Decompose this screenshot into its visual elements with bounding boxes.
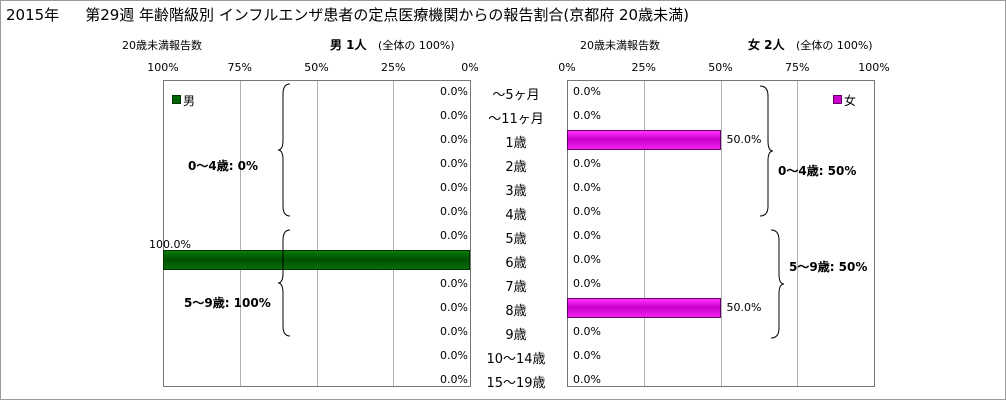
male-value-label: 0.0% (440, 301, 468, 314)
left-tick-label: 0% (461, 61, 479, 74)
legend-female: 女 (833, 92, 856, 109)
female-value-label: 0.0% (573, 349, 601, 362)
male-value-label: 0.0% (440, 205, 468, 218)
left-group-0-4: 0〜4歳: 0% (188, 159, 259, 173)
title-text: 第29週 年齢階級別 インフルエンザ患者の定点医療機関からの報告割合(京都府 2… (85, 6, 689, 24)
female-value-label: 0.0% (573, 157, 601, 170)
category-label: 10〜14歳 (486, 352, 546, 367)
female-value-label: 0.0% (573, 205, 601, 218)
female-value-label: 50.0% (726, 133, 762, 146)
female-value-label: 50.0% (726, 301, 762, 314)
right-group-0-4: 0〜4歳: 50% (778, 164, 857, 178)
category-label: 15〜19歳 (486, 376, 546, 391)
category-label: 8歳 (505, 304, 527, 319)
left-tick-label: 100% (147, 61, 179, 74)
female-value-label: 0.0% (573, 229, 601, 242)
right-tick-label: 50% (708, 61, 733, 74)
left-gridline (393, 81, 395, 386)
left-tick-label: 50% (304, 61, 329, 74)
legend-male: 男 (172, 92, 195, 109)
right-tick-label: 25% (631, 61, 656, 74)
male-value-label: 0.0% (440, 349, 468, 362)
right-header-note: (全体の 100%) (796, 39, 873, 52)
right-brace-5-9 (770, 229, 785, 339)
right-gridline (720, 81, 722, 386)
title-year: 2015年 (6, 6, 60, 24)
legend-male-swatch (172, 95, 181, 104)
left-panel-header: 男 1人 (全体の 100%) (330, 36, 455, 53)
female-value-label: 0.0% (573, 373, 601, 386)
female-value-label: 0.0% (573, 85, 601, 98)
male-value-label: 0.0% (440, 109, 468, 122)
male-bar (163, 250, 470, 270)
right-plot-area (567, 80, 875, 387)
female-value-label: 0.0% (573, 277, 601, 290)
right-gridline (643, 81, 645, 386)
left-tick-label: 75% (227, 61, 252, 74)
category-label: 9歳 (505, 328, 527, 343)
left-brace-5-9 (277, 229, 291, 337)
left-plot-area (163, 80, 471, 387)
category-label: 4歳 (505, 208, 527, 223)
male-value-label: 100.0% (149, 238, 191, 251)
female-value-label: 0.0% (573, 253, 601, 266)
legend-female-label: 女 (844, 94, 857, 108)
right-brace-0-4 (759, 85, 774, 217)
left-brace-0-4 (277, 83, 291, 217)
chart-title: 2015年 第29週 年齢階級別 インフルエンザ患者の定点医療機関からの報告割合(… (6, 4, 689, 25)
female-bar (567, 298, 721, 318)
female-bar (567, 130, 721, 150)
male-value-label: 0.0% (440, 157, 468, 170)
category-label: 6歳 (505, 256, 527, 271)
left-group-5-9: 5〜9歳: 100% (184, 296, 271, 310)
right-tick-label: 0% (558, 61, 576, 74)
female-value-label: 0.0% (573, 181, 601, 194)
left-header-note: (全体の 100%) (378, 39, 455, 52)
category-label: 3歳 (505, 184, 527, 199)
left-tick-label: 25% (381, 61, 406, 74)
right-gridline (797, 81, 799, 386)
male-value-label: 0.0% (440, 229, 468, 242)
male-value-label: 0.0% (440, 277, 468, 290)
male-value-label: 0.0% (440, 181, 468, 194)
male-value-label: 0.0% (440, 325, 468, 338)
right-count-label: 20歳未満報告数 (580, 39, 660, 52)
right-tick-label: 75% (785, 61, 810, 74)
male-value-label: 0.0% (440, 133, 468, 146)
right-group-5-9: 5〜9歳: 50% (789, 260, 868, 274)
left-gridline (316, 81, 318, 386)
category-label: 1歳 (505, 136, 527, 151)
legend-male-label: 男 (183, 94, 196, 108)
right-header-text: 女 2人 (748, 38, 785, 52)
legend-female-swatch (833, 95, 842, 104)
category-label: 〜5ヶ月 (492, 88, 540, 103)
category-label: 2歳 (505, 160, 527, 175)
left-count-label: 20歳未満報告数 (122, 39, 202, 52)
category-label: 7歳 (505, 280, 527, 295)
category-label: 5歳 (505, 232, 527, 247)
right-panel-header: 女 2人 (全体の 100%) (748, 36, 873, 53)
male-value-label: 0.0% (440, 85, 468, 98)
female-value-label: 0.0% (573, 109, 601, 122)
male-value-label: 0.0% (440, 373, 468, 386)
left-header-text: 男 1人 (330, 38, 367, 52)
right-tick-label: 100% (858, 61, 890, 74)
female-value-label: 0.0% (573, 325, 601, 338)
left-gridline (239, 81, 241, 386)
category-label: 〜11ヶ月 (488, 112, 544, 127)
